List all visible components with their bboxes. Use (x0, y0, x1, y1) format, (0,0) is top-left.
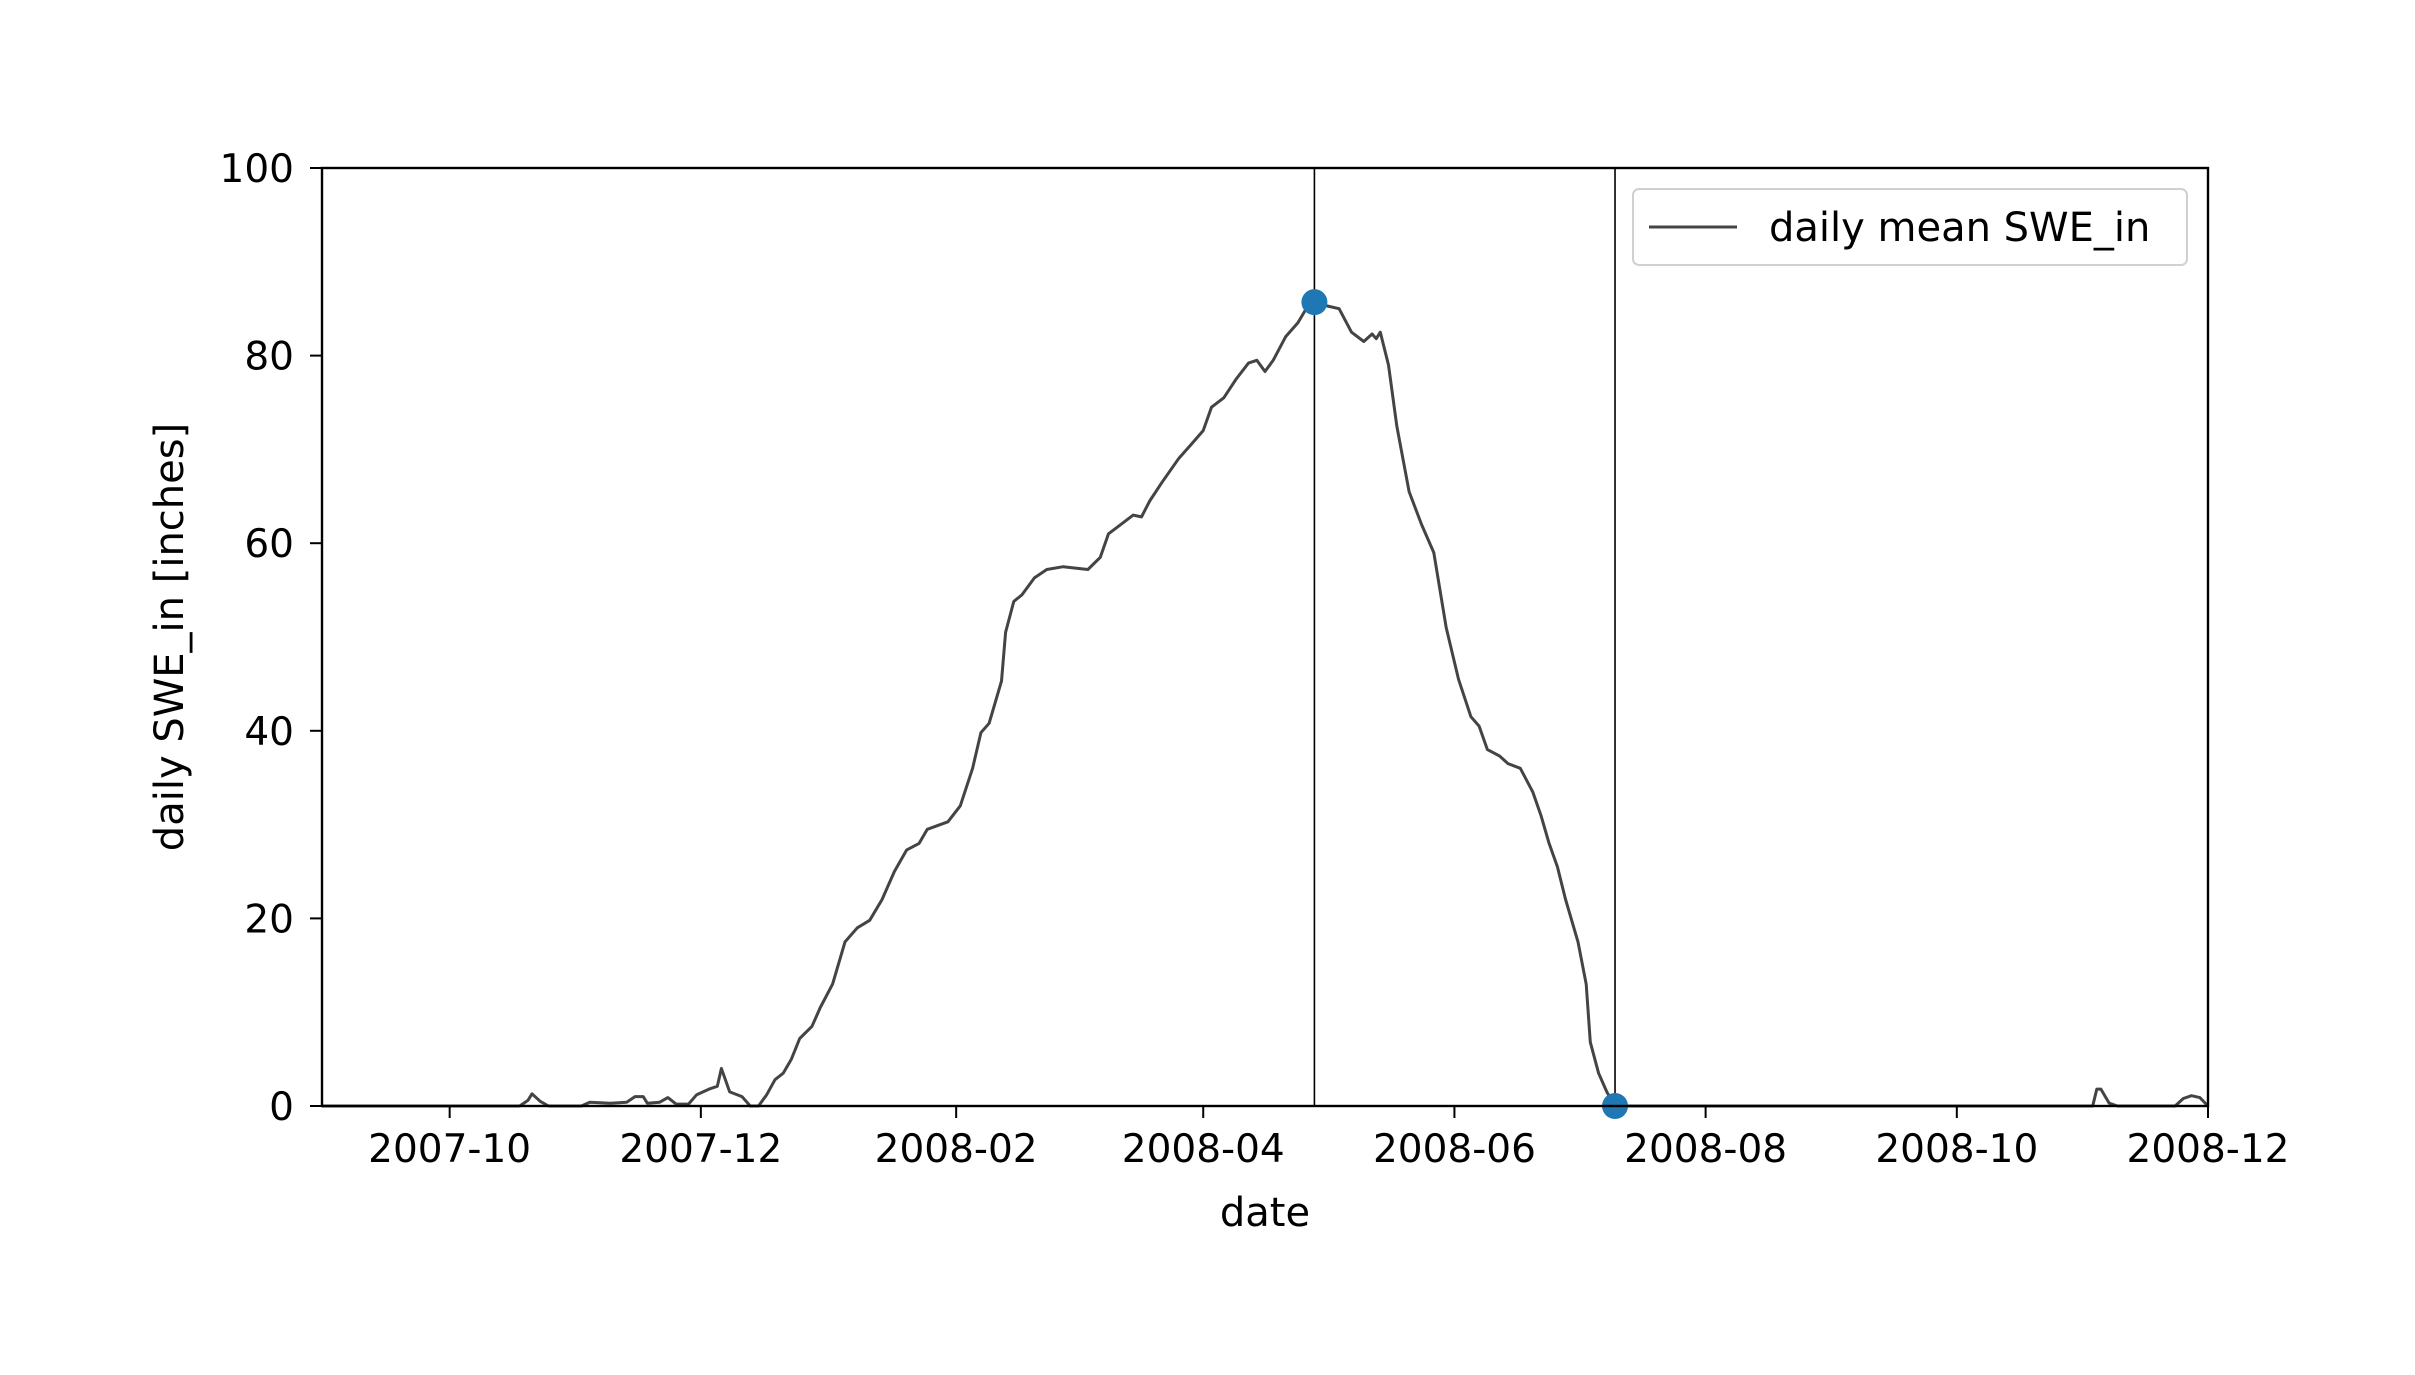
x-tick-label-6: 2008-10 (1875, 1127, 2038, 1172)
y-tick-label-4: 80 (244, 335, 294, 380)
plot-axes: 2007-10 2007-12 2008-02 2008-04 2008-06 2008-… (220, 147, 2290, 1172)
y-tick-label-2: 40 (244, 710, 294, 755)
legend: daily mean SWE_in (1632, 188, 2188, 266)
y-tick-label-1: 20 (244, 897, 294, 942)
x-tick-label-2: 2008-02 (875, 1127, 1038, 1172)
plot-frame (320, 166, 2210, 1108)
y-axis-label: daily SWE_in [inches] (147, 423, 193, 851)
x-tick-label-5: 2008-08 (1624, 1127, 1787, 1172)
y-tick-label-0: 0 (269, 1085, 294, 1130)
x-axis-label: date (1220, 1190, 1310, 1236)
x-tick-label-4: 2008-06 (1373, 1127, 1536, 1172)
legend-label-0: daily mean SWE_in (1769, 205, 2150, 251)
y-tick-label-3: 60 (244, 522, 294, 567)
series-line-0 (322, 300, 2210, 1108)
legend-box (1632, 188, 2188, 266)
x-tick-label-7: 2008-12 (2127, 1127, 2290, 1172)
marker-point-0 (1301, 289, 1328, 316)
y-tick-label-5: 100 (220, 147, 294, 192)
x-tick-label-0: 2007-10 (368, 1127, 531, 1172)
x-tick-label-3: 2008-04 (1122, 1127, 1285, 1172)
plot-marks (322, 168, 2210, 1119)
x-tick-label-1: 2007-12 (619, 1127, 782, 1172)
